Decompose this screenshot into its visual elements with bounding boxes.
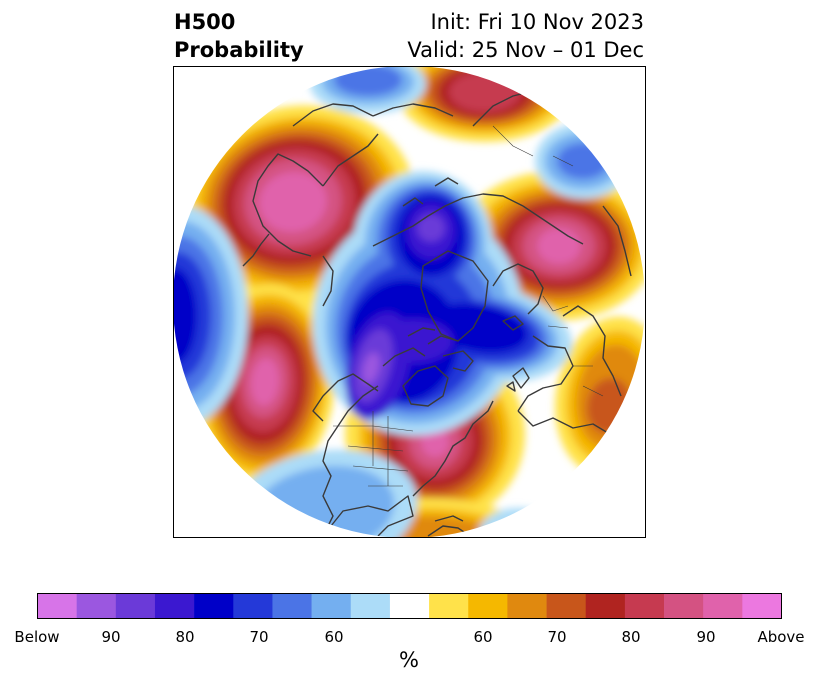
- coastline: [492, 263, 544, 315]
- valid-period: Valid: 25 Nov – 01 Dec: [407, 38, 644, 62]
- colorbar-swatch: [233, 593, 273, 619]
- political-border: [547, 325, 569, 329]
- probability-map: [173, 66, 646, 538]
- coastlines: [242, 70, 632, 538]
- probability-contour: [557, 143, 609, 179]
- coastline: [242, 233, 270, 267]
- coastline: [502, 315, 524, 331]
- colorbar-tick-label: 80: [621, 628, 641, 646]
- colorbar: [37, 593, 782, 619]
- colorbar-swatch: [311, 593, 352, 619]
- colorbar-frame: [37, 593, 782, 619]
- colorbar-swatch: [429, 593, 469, 619]
- political-border: [582, 385, 604, 397]
- coastline: [322, 255, 334, 307]
- coastline: [517, 335, 574, 412]
- title-variable: H500: [174, 10, 236, 34]
- coastline: [402, 177, 459, 207]
- probability-contour: [537, 228, 581, 264]
- probability-contour: [250, 358, 280, 406]
- coastline: [562, 305, 622, 397]
- political-border: [352, 465, 409, 472]
- coastline: [602, 205, 632, 277]
- forecast-info: Init: Fri 10 Nov 2023 Valid: 25 Nov – 01…: [407, 8, 644, 64]
- colorbar-swatch: [76, 593, 117, 619]
- colorbar-swatch: [468, 593, 508, 619]
- coastline: [506, 367, 530, 392]
- colorbar-swatch: [742, 593, 782, 619]
- colorbar-tick-label: 90: [101, 628, 121, 646]
- political-border: [347, 445, 404, 452]
- colorbar-swatch: [624, 593, 665, 619]
- probability-contour: [259, 171, 327, 233]
- coastline: [252, 153, 324, 257]
- coastline: [412, 400, 494, 497]
- colorbar-swatch: [585, 593, 626, 619]
- colorbar-swatch: [389, 593, 430, 619]
- colorbar-swatch: [350, 593, 391, 619]
- colorbar-tick-label: 90: [696, 628, 716, 646]
- coastline: [322, 133, 379, 187]
- colorbar-swatch: [507, 593, 547, 619]
- coastline: [292, 103, 374, 127]
- colorbar-swatch: [154, 593, 195, 619]
- coastline: [442, 350, 474, 372]
- map-frame: [173, 66, 646, 538]
- colorbar-tick-label: Below: [14, 628, 60, 646]
- coastline: [527, 70, 569, 87]
- probability-contour: [362, 352, 380, 384]
- colorbar-swatch: [664, 593, 704, 619]
- colorbar-swatch: [272, 593, 312, 619]
- probability-contour: [173, 268, 197, 364]
- colorbar-tick-label: 70: [547, 628, 567, 646]
- colorbar-tick-label: 60: [324, 628, 344, 646]
- colorbar-tick-label: 60: [473, 628, 493, 646]
- colorbar-swatch: [546, 593, 587, 619]
- coastline: [322, 385, 379, 537]
- coastline: [372, 103, 454, 117]
- colorbar-swatch: [115, 593, 156, 619]
- colorbar-tick-label: Above: [757, 628, 805, 646]
- political-border: [552, 155, 574, 167]
- init-time: Init: Fri 10 Nov 2023: [430, 10, 644, 34]
- coastline: [322, 495, 414, 537]
- title-quantity: Probability: [174, 38, 304, 62]
- probability-contour: [428, 302, 528, 354]
- colorbar-swatch: [194, 593, 234, 619]
- coastline: [522, 205, 584, 245]
- colorbar-swatch: [37, 593, 77, 619]
- coastline: [420, 250, 489, 342]
- probability-contour: [417, 214, 445, 242]
- coastline: [517, 410, 614, 437]
- coastline: [312, 373, 379, 422]
- map-title: H500 Probability: [174, 8, 304, 64]
- coastline: [402, 365, 449, 407]
- coastline: [372, 193, 524, 247]
- colorbar-tick-label: 80: [175, 628, 195, 646]
- colorbar-units: %: [399, 648, 419, 672]
- probability-contour: [449, 72, 521, 112]
- colorbar-tick-label: 70: [249, 628, 269, 646]
- political-border: [492, 125, 534, 157]
- political-border: [542, 295, 569, 312]
- hemisphere-disk: [173, 66, 645, 538]
- colorbar-swatch: [703, 593, 743, 619]
- coastline: [434, 515, 464, 522]
